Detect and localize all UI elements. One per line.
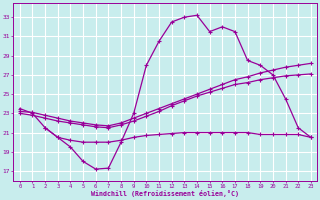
X-axis label: Windchill (Refroidissement éolien,°C): Windchill (Refroidissement éolien,°C) (91, 190, 239, 197)
